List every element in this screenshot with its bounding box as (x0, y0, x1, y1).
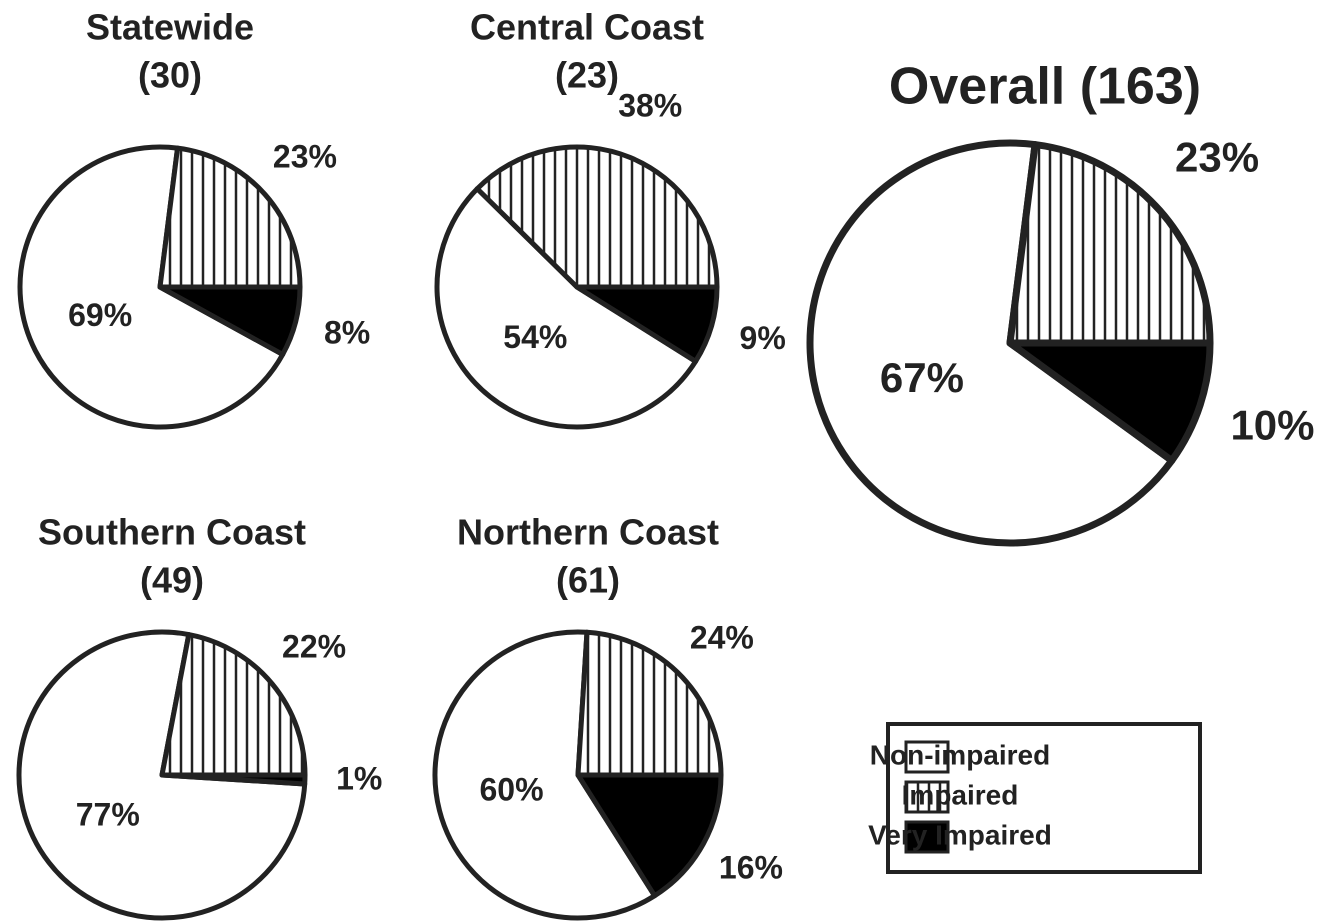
value-label: 10% (1230, 401, 1314, 448)
legend-swatch (904, 820, 950, 854)
value-label: 77% (76, 797, 140, 833)
value-label: 67% (880, 354, 964, 401)
pie-slice (1006, 339, 1214, 465)
legend-swatch (904, 780, 950, 814)
pie-slice (806, 139, 1176, 547)
chart-subtitle: (30) (138, 55, 202, 96)
pie-slice (575, 772, 724, 899)
legend-label: Impaired (902, 779, 1019, 810)
pie-slice (159, 772, 308, 787)
value-label: 69% (68, 297, 132, 333)
value-label: 38% (618, 88, 682, 124)
legend-swatch (904, 740, 950, 774)
chart-title: Statewide (86, 7, 254, 48)
value-label: 54% (503, 319, 567, 355)
pie-slice (434, 186, 699, 430)
pie-slice (159, 632, 308, 778)
value-label: 1% (336, 761, 382, 797)
value-label: 23% (1175, 134, 1259, 181)
pie-slice (17, 144, 286, 430)
legend-label: Very Impaired (868, 819, 1052, 850)
pie-slice (432, 629, 658, 921)
pie-slice (157, 284, 303, 357)
chart-subtitle: (49) (140, 560, 204, 601)
chart-title: Southern Coast (38, 512, 306, 553)
value-label: 16% (719, 850, 783, 886)
chart-title: Overall (163) (889, 58, 1201, 116)
chart-subtitle: (61) (556, 560, 620, 601)
pie-slice (1006, 141, 1214, 347)
chart-subtitle: (23) (555, 55, 619, 96)
pie-slice (575, 629, 724, 778)
value-label: 23% (273, 139, 337, 175)
legend-label: Non-impaired (870, 739, 1050, 770)
value-label: 60% (479, 772, 543, 808)
value-label: 8% (324, 315, 370, 351)
chart-title: Northern Coast (457, 512, 719, 553)
value-label: 22% (282, 629, 346, 665)
pie-slice (157, 145, 303, 290)
pie-slice (474, 144, 720, 290)
pie-slice (574, 284, 720, 364)
chart-title: Central Coast (470, 7, 704, 48)
value-label: 9% (740, 320, 786, 356)
value-label: 24% (690, 619, 754, 655)
